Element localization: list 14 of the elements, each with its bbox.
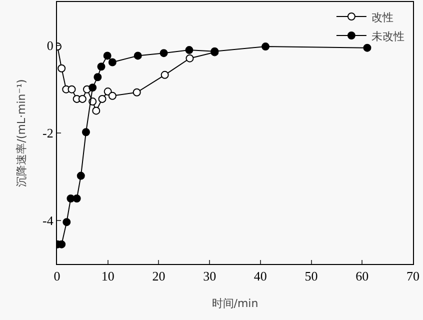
y-tick-label: 0 — [46, 38, 54, 54]
legend-label: 改性 — [371, 10, 394, 24]
x-tick-label: 50 — [304, 268, 318, 284]
x-tick-label: 20 — [152, 268, 166, 284]
x-tick-label: 70 — [406, 268, 420, 284]
x-axis-title: 时间/min — [212, 297, 258, 310]
x-tick-label: 40 — [254, 268, 267, 284]
x-tick-label: 60 — [356, 268, 369, 284]
legend-label: 未改性 — [371, 30, 404, 43]
y-axis-title: 沉降速率/(mL·min⁻¹) — [15, 79, 28, 187]
y-tick-label: -4 — [42, 212, 54, 228]
x-tick-label: 10 — [101, 268, 114, 284]
x-tick-label: 30 — [203, 268, 216, 284]
y-tick-label: -2 — [42, 126, 54, 141]
